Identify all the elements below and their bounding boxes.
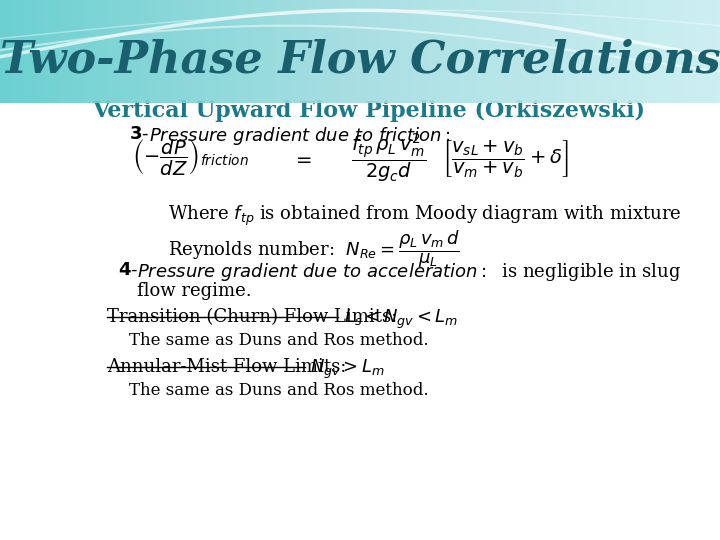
Text: $=$: $=$ bbox=[292, 149, 312, 168]
Text: $\it{Pressure\ gradient\ due\ to\ friction:}$: $\it{Pressure\ gradient\ due\ to\ fricti… bbox=[148, 125, 450, 147]
Text: Where $f_{tp}$ is obtained from Moody diagram with mixture: Where $f_{tp}$ is obtained from Moody di… bbox=[168, 204, 682, 228]
Text: $\left(-\dfrac{dP}{dZ}\right)_{friction}$: $\left(-\dfrac{dP}{dZ}\right)_{friction}… bbox=[132, 138, 249, 178]
Text: Two-Phase Flow Correlations: Two-Phase Flow Correlations bbox=[0, 38, 720, 81]
Text: $\mathbf{4}$-: $\mathbf{4}$- bbox=[118, 261, 139, 279]
Text: $\dfrac{f_{tp}\,\rho_L\,v_m^2}{2g_c d}$: $\dfrac{f_{tp}\,\rho_L\,v_m^2}{2g_c d}$ bbox=[351, 132, 426, 185]
Text: $N_{gv} > L_m$: $N_{gv} > L_m$ bbox=[310, 358, 385, 381]
Text: flow regime.: flow regime. bbox=[138, 282, 252, 300]
Text: Transition (Churn) Flow Limits:: Transition (Churn) Flow Limits: bbox=[107, 308, 397, 326]
Text: The same as Duns and Ros method.: The same as Duns and Ros method. bbox=[129, 382, 428, 399]
Text: $\mathbf{3}$-: $\mathbf{3}$- bbox=[129, 125, 150, 143]
Text: $L_s < N_{gv} < L_m$: $L_s < N_{gv} < L_m$ bbox=[344, 308, 458, 331]
Text: Reynolds number:  $N_{Re} = \dfrac{\rho_L\,v_m\,d}{\mu_L}$: Reynolds number: $N_{Re} = \dfrac{\rho_L… bbox=[168, 228, 460, 270]
Text: Annular-Mist Flow Limits:: Annular-Mist Flow Limits: bbox=[107, 358, 346, 376]
Text: The same as Duns and Ros method.: The same as Duns and Ros method. bbox=[129, 332, 428, 349]
Text: $\left[\dfrac{v_{sL}+v_b}{v_m+v_b}+\delta\right]$: $\left[\dfrac{v_{sL}+v_b}{v_m+v_b}+\delt… bbox=[442, 138, 569, 179]
Text: $\it{Pressure\ gradient\ due\ to\ acceleration:}$  is negligible in slug: $\it{Pressure\ gradient\ due\ to\ accele… bbox=[138, 261, 682, 283]
Text: Vertical Upward Flow Pipeline (Orkiszewski): Vertical Upward Flow Pipeline (Orkiszews… bbox=[92, 100, 646, 122]
